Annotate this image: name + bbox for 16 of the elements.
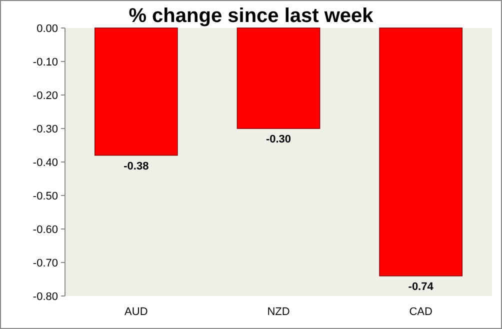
y-tick-label: -0.80 bbox=[32, 290, 58, 303]
y-tick-label: -0.20 bbox=[32, 90, 58, 102]
y-tick-label: -0.50 bbox=[32, 190, 58, 202]
data-label: -0.30 bbox=[266, 134, 292, 146]
chart-title: % change since last week bbox=[128, 5, 374, 27]
y-tick-label: -0.30 bbox=[32, 123, 58, 136]
x-tick-label: NZD bbox=[267, 306, 290, 318]
y-tick-label: -0.10 bbox=[32, 56, 58, 68]
x-tick-label: AUD bbox=[124, 306, 148, 318]
y-tick-label: 0.00 bbox=[36, 22, 58, 35]
y-tick-label: -0.60 bbox=[32, 224, 58, 236]
y-tick-label: -0.40 bbox=[32, 156, 58, 169]
data-label: -0.38 bbox=[124, 160, 149, 172]
data-label: -0.74 bbox=[408, 280, 434, 293]
x-tick-label: CAD bbox=[409, 306, 432, 318]
y-tick-label: -0.70 bbox=[32, 257, 58, 270]
